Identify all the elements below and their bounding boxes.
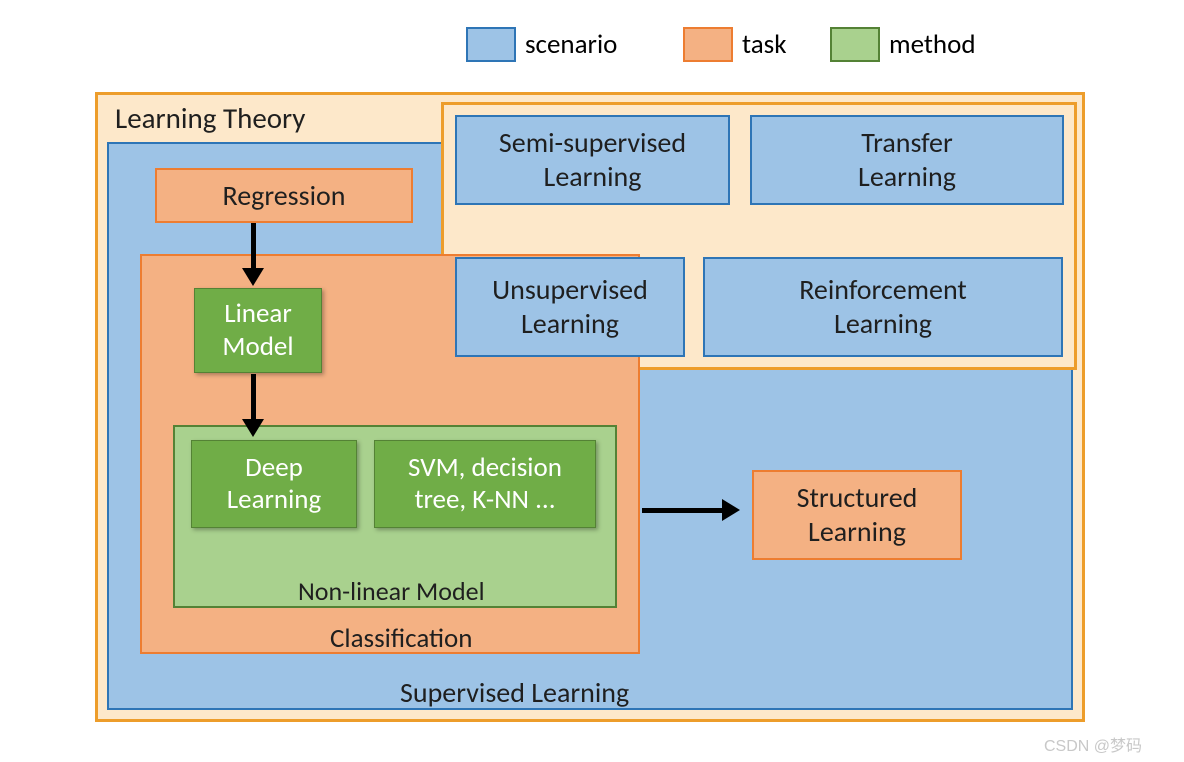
- unsupervised-node: UnsupervisedLearning: [455, 257, 685, 357]
- svm-knn-label: SVM, decisiontree, K-NN ...: [408, 452, 562, 517]
- transfer-learning-node: TransferLearning: [750, 115, 1064, 205]
- arrow-down-0: [251, 223, 256, 270]
- diagram-canvas: scenario task method Learning Theory Regre…: [0, 0, 1184, 762]
- watermark: CSDN @梦码: [1044, 732, 1142, 756]
- classification-label: Classification: [330, 622, 472, 655]
- legend-label-task: task: [742, 22, 786, 66]
- arrow-down-1: [251, 374, 256, 421]
- nonlinear-model-label: Non-linear Model: [298, 575, 485, 607]
- linear-model-node: LinearModel: [194, 288, 322, 373]
- semi-supervised-node: Semi-supervisedLearning: [455, 115, 730, 205]
- legend-swatch-scenario: [466, 27, 516, 62]
- semi-supervised-label: Semi-supervisedLearning: [499, 126, 686, 193]
- arrow-head-down-1: [242, 419, 264, 437]
- unsupervised-label: UnsupervisedLearning: [492, 273, 648, 340]
- reinforcement-label: ReinforcementLearning: [799, 273, 967, 340]
- linear-model-label: LinearModel: [222, 298, 293, 363]
- legend-label-method: method: [889, 22, 976, 66]
- arrow-head-down-0: [242, 268, 264, 286]
- reinforcement-node: ReinforcementLearning: [703, 257, 1063, 357]
- legend-swatch-task: [683, 27, 733, 62]
- structured-learning-label: StructuredLearning: [797, 481, 918, 548]
- arrow-right-2: [642, 508, 724, 513]
- arrow-head-right-2: [722, 499, 740, 521]
- regression-node: Regression: [155, 168, 413, 223]
- regression-label: Regression: [223, 179, 346, 213]
- deep-learning-label: DeepLearning: [227, 452, 321, 517]
- legend-label-scenario: scenario: [525, 22, 617, 66]
- supervised-learning-label: Supervised Learning: [400, 675, 629, 710]
- transfer-learning-label: TransferLearning: [858, 126, 956, 193]
- legend-swatch-method: [830, 27, 880, 62]
- svm-knn-node: SVM, decisiontree, K-NN ...: [374, 440, 596, 528]
- learning-theory-title: Learning Theory: [115, 100, 305, 136]
- structured-learning-node: StructuredLearning: [752, 470, 962, 560]
- deep-learning-node: DeepLearning: [191, 440, 357, 528]
